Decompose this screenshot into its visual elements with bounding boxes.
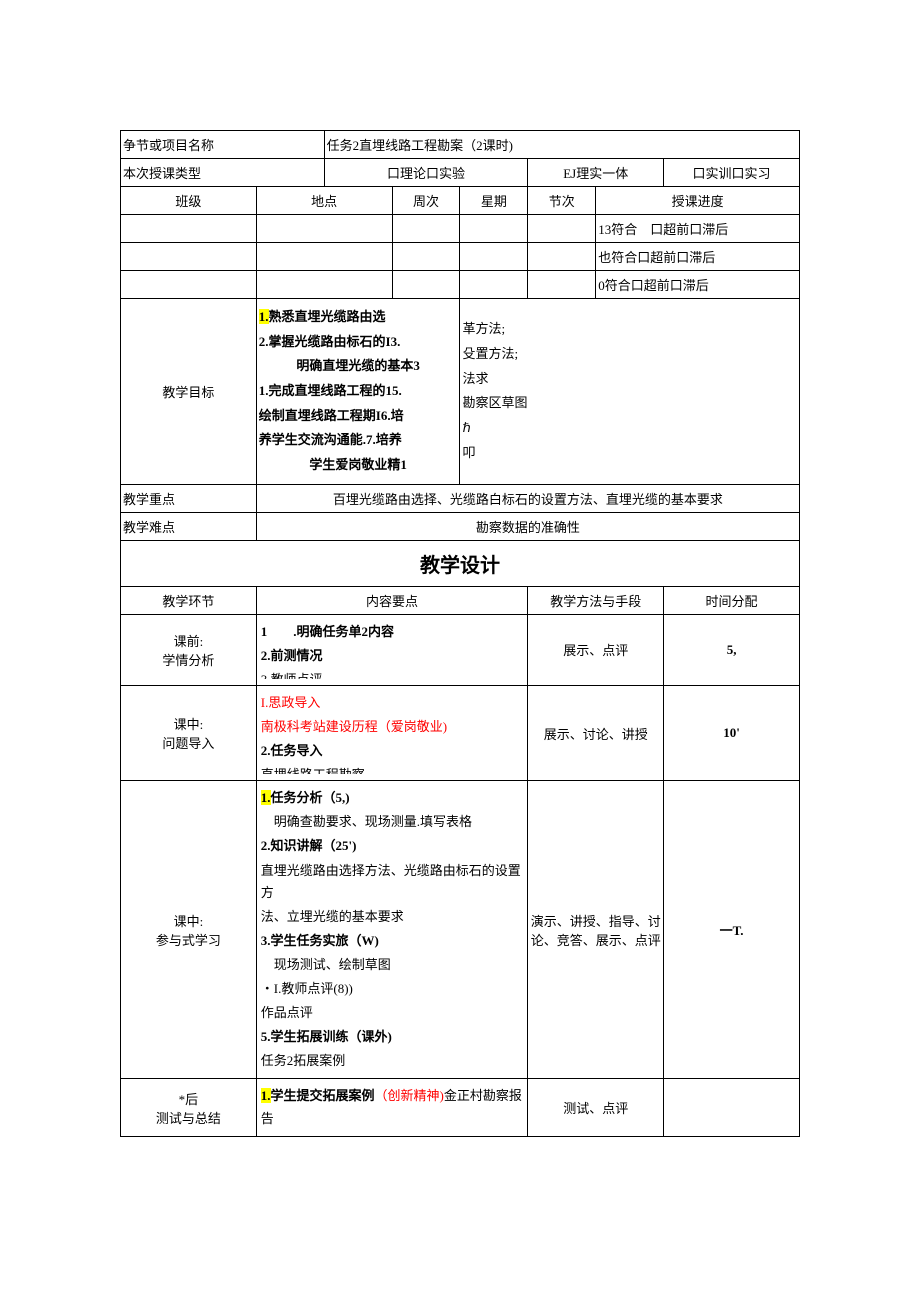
goals-right: 革方法;殳置方法;法求勘察区草图ℏ叩 [460,299,800,485]
keypoint-label: 教学重点 [121,484,257,512]
progress-1: 13符合 口超前口滞后 [596,215,800,243]
progress-2: 也符合口超前口滞后 [596,243,800,271]
empty-cell [460,215,528,243]
chapter-value: 任务2直埋线路工程勘案（2课时) [324,131,799,159]
goals-left: 1.熟悉直埋光缆路由选2.掌握光缆路由标石的I3.明确直埋光缆的基本31.完成直… [256,299,460,485]
stage-cell: 课前:学情分析 [121,614,257,685]
lesson-plan-table: 争节或项目名称 任务2直埋线路工程勘案（2课时) 本次授课类型 口理论口实验 E… [120,130,800,1137]
dh-stage: 教学环节 [121,586,257,614]
progress-3: 0符合口超前口滞后 [596,271,800,299]
difficulty-label: 教学难点 [121,512,257,540]
col-period: 节次 [528,187,596,215]
dh-method: 教学方法与手段 [528,586,664,614]
chapter-label: 争节或项目名称 [121,131,325,159]
empty-cell [392,215,460,243]
content-cell: 1 .明确任务单2内容2.前测情况3.教师点评 [256,614,528,685]
empty-cell [392,271,460,299]
col-progress: 授课进度 [596,187,800,215]
lecture-type-right: 口实训口实习 [664,159,800,187]
stage-cell: 课中:问题导入 [121,686,257,781]
empty-cell [121,215,257,243]
goals-label: 教学目标 [121,299,257,485]
empty-cell [528,215,596,243]
empty-cell [121,271,257,299]
stage-cell: *后测试与总结 [121,1079,257,1136]
empty-cell [121,243,257,271]
time-cell: 一T. [664,781,800,1079]
keypoint-value: 百埋光缆路由选择、光缆路白标石的设置方法、直埋光缆的基本要求 [256,484,799,512]
lecture-type-label: 本次授课类型 [121,159,325,187]
time-cell: 5, [664,614,800,685]
empty-cell [528,271,596,299]
empty-cell [460,243,528,271]
stage-cell: 课中:参与式学习 [121,781,257,1079]
method-cell: 展示、讨论、讲授 [528,686,664,781]
empty-cell [256,271,392,299]
method-cell: 测试、点评 [528,1079,664,1136]
empty-cell [256,215,392,243]
content-cell: 1.学生提交拓展案例（创新精神)金正村勘察报告 [256,1079,528,1136]
lecture-type-opts-1: 口理论口实验 [324,159,528,187]
empty-cell [528,243,596,271]
col-class: 班级 [121,187,257,215]
empty-cell [392,243,460,271]
design-title: 教学设计 [121,540,800,586]
method-cell: 演示、讲授、指导、讨论、竞答、展示、点评 [528,781,664,1079]
content-cell: 1.任务分析（5,)明确查勘要求、现场测量.填写表格2.知识讲解（25')直埋光… [256,781,528,1079]
dh-time: 时间分配 [664,586,800,614]
method-cell: 展示、点评 [528,614,664,685]
lecture-type-mid: EJ理实一体 [528,159,664,187]
col-week: 周次 [392,187,460,215]
time-cell [664,1079,800,1136]
content-cell: I.思政导入南极科考站建设历程（爱岗敬业)2.任务导入直埋线路工程勘察 [256,686,528,781]
time-cell: 10' [664,686,800,781]
difficulty-value: 勘察数据的准确性 [256,512,799,540]
empty-cell [256,243,392,271]
col-place: 地点 [256,187,392,215]
empty-cell [460,271,528,299]
col-day: 星期 [460,187,528,215]
dh-content: 内容要点 [256,586,528,614]
